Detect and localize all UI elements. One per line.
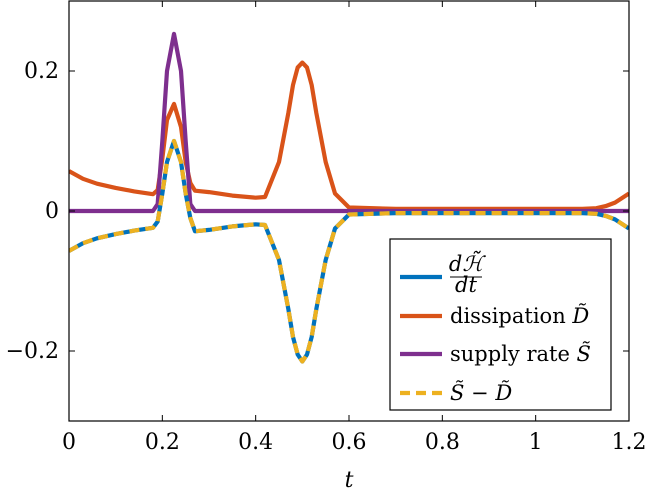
legend-box — [389, 238, 612, 411]
series-line-1 — [69, 60, 629, 211]
legend-label-3: S̃ − D̃ — [450, 381, 512, 405]
x-tick-label: 0.4 — [238, 430, 273, 455]
x-axis-label: t — [345, 468, 354, 493]
x-tick-label: 0 — [62, 430, 76, 455]
legend-label-numerator: dℋ̃ — [449, 250, 486, 276]
legend-label-1: dissipation D̃ — [450, 304, 589, 328]
axis-ticks: 0 0.2 0.4 0.6 0.8 1 1.2 −0.2 0 0.2 — [6, 1, 647, 455]
x-tick-label: 0.2 — [145, 430, 180, 455]
x-tick-label: 1.2 — [612, 430, 647, 455]
x-tick-label: 1 — [529, 430, 543, 455]
series-line-2 — [69, 31, 629, 214]
series-line-3 — [69, 138, 629, 364]
y-tick-label: −0.2 — [6, 339, 59, 364]
y-tick-label: 0 — [45, 199, 59, 224]
legend: dℋ̃dt dissipation D̃ supply rate S̃ S̃ − D̃ — [389, 238, 612, 411]
legend-label-2: supply rate S̃ — [450, 342, 591, 366]
plot-area — [69, 31, 629, 364]
x-tick-label: 0.6 — [332, 430, 367, 455]
x-tick-label: 0.8 — [425, 430, 460, 455]
y-tick-label: 0.2 — [24, 59, 59, 84]
legend-label-denominator: dt — [455, 273, 477, 297]
